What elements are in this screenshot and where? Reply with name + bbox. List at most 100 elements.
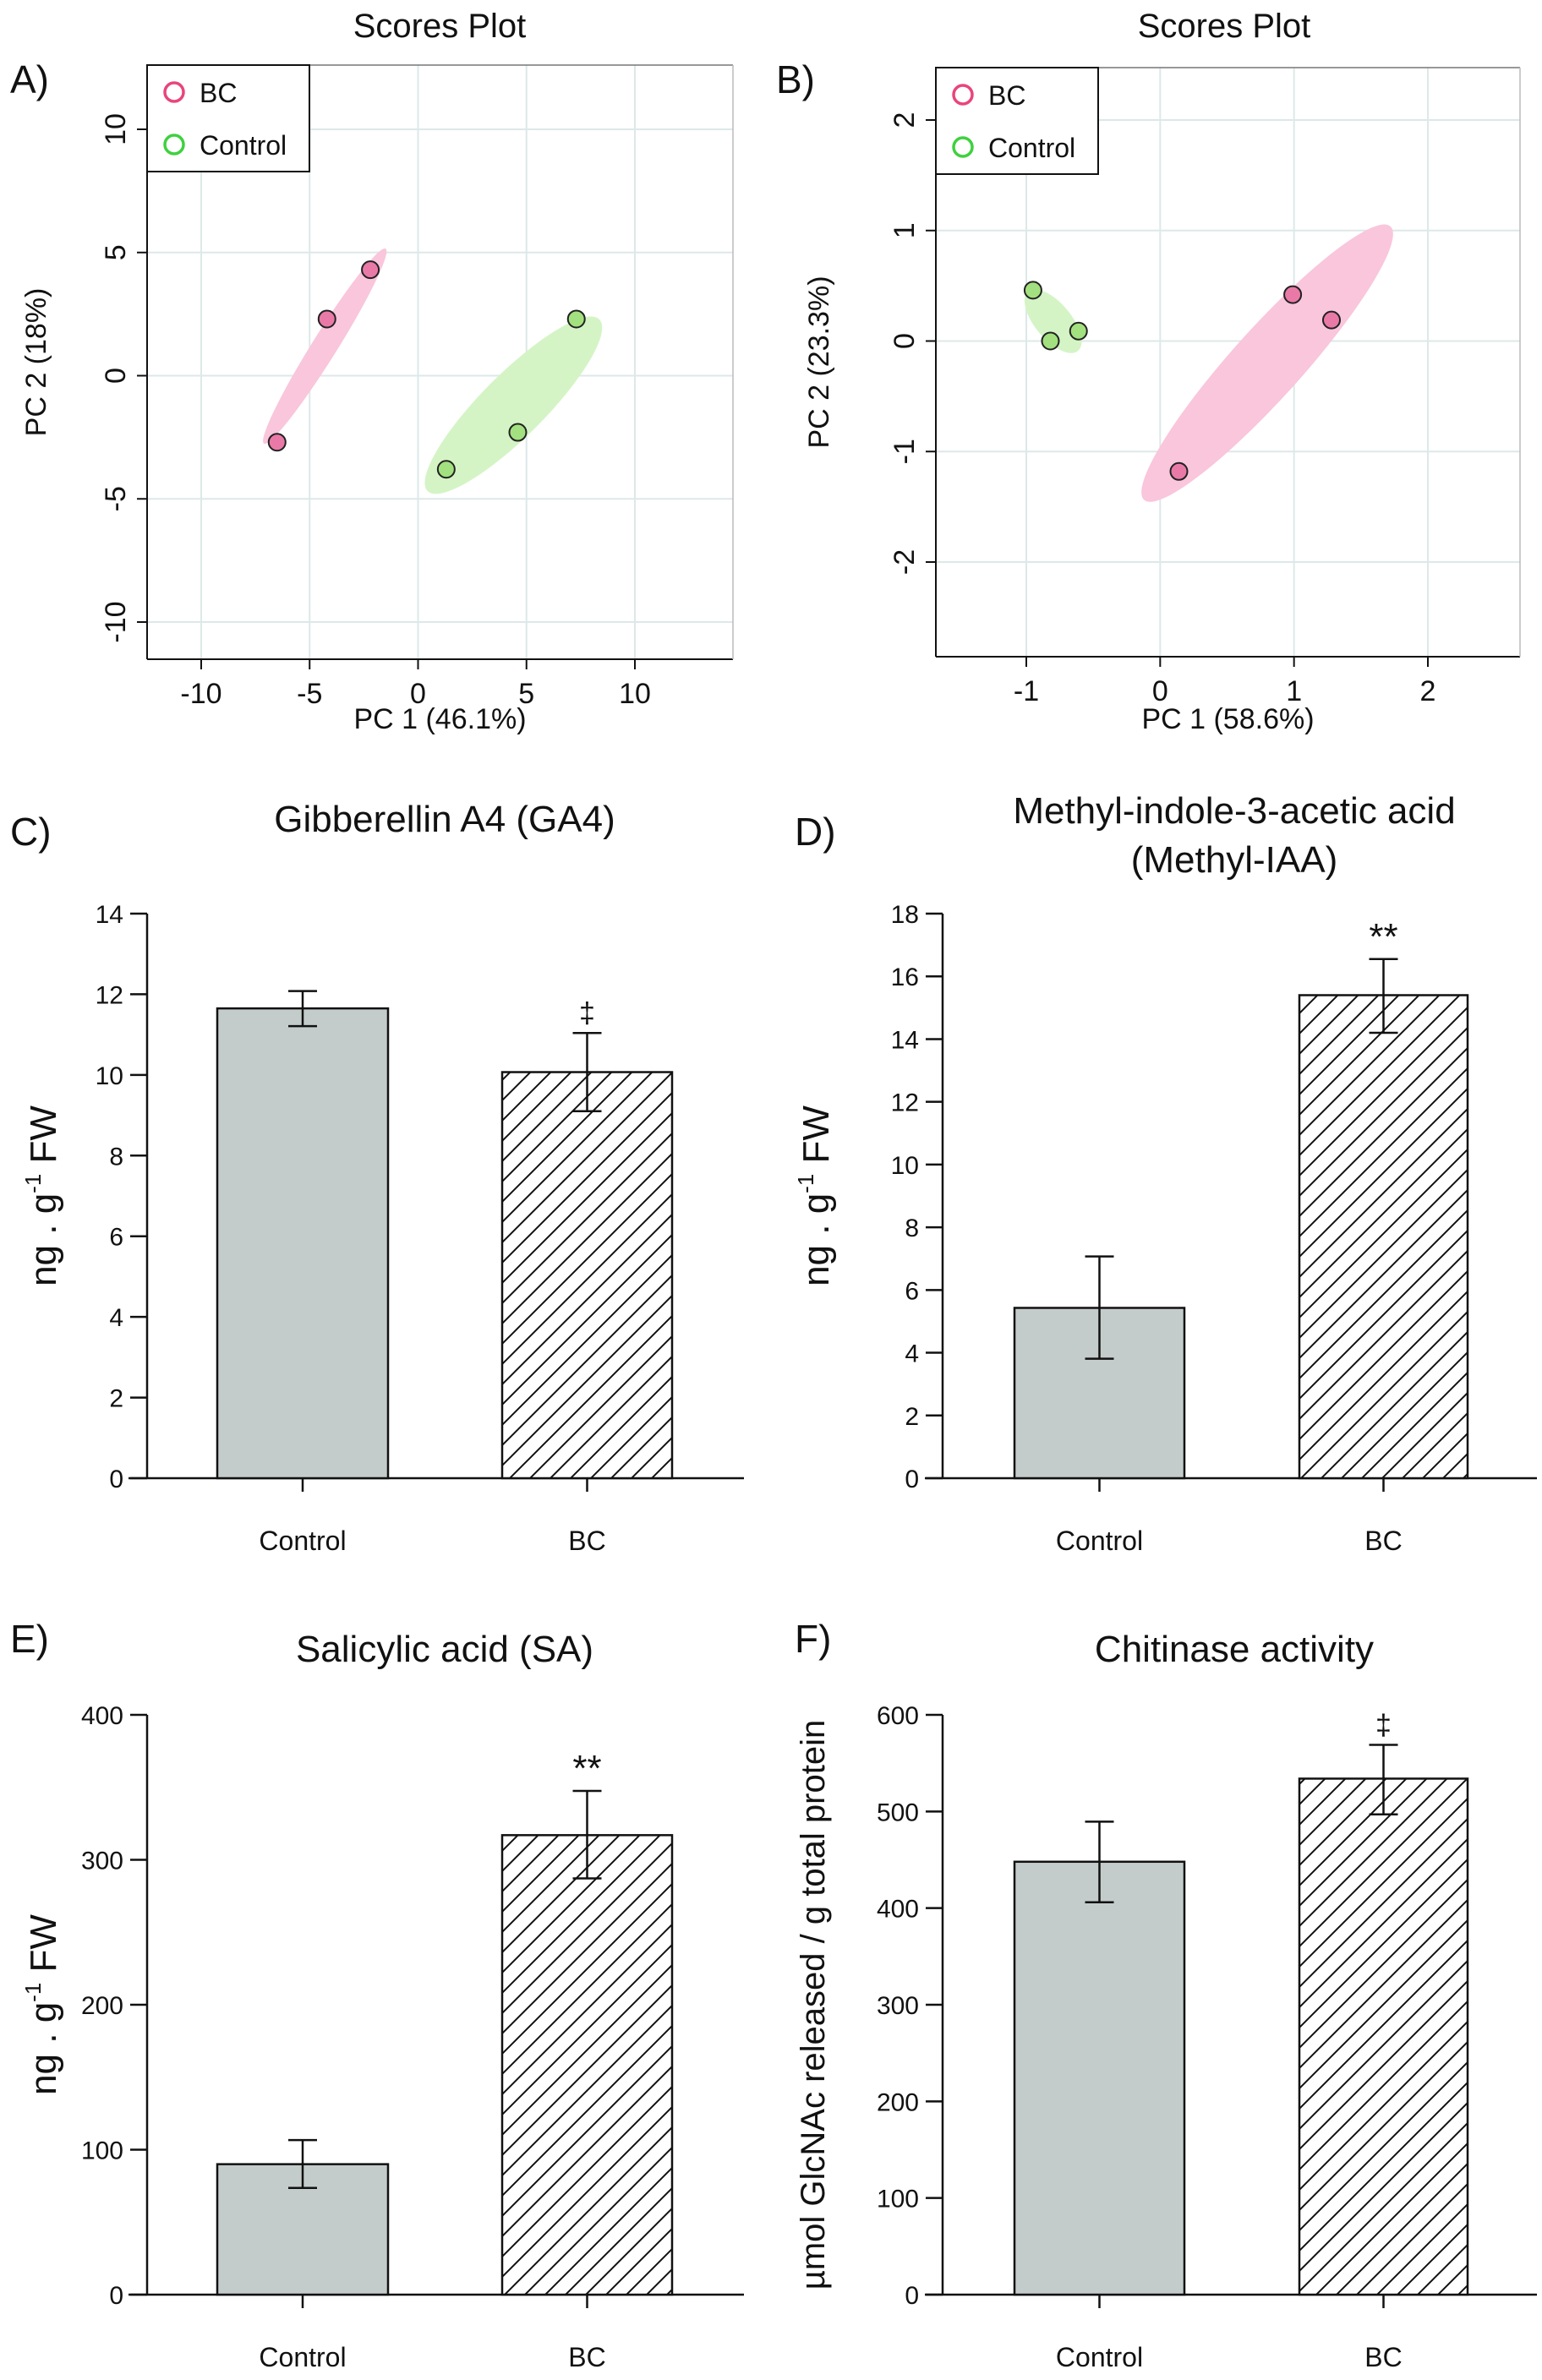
bar-control [216,1007,390,1480]
legend: BC Control [935,67,1099,175]
x-tick-label: Control [1056,1526,1143,1556]
panel-label: C) [10,810,52,854]
data-point-bc [267,433,287,452]
chart-title: Salicylic acid (SA) [296,1629,593,1670]
y-axis-label: ng . g-1 FW [20,1914,64,2095]
legend-label: BC [200,78,237,108]
y-tick-label: 500 [877,1799,919,1826]
x-axis-label: PC 1 (46.1%) [353,703,526,735]
chart-title: Scores Plot [1138,8,1311,45]
panel-label: D) [795,810,836,854]
y-axis-label: PC 2 (18%) [20,288,52,437]
y-tick-label: -5 [100,486,132,511]
legend-label: Control [988,133,1075,163]
y-tick-label: -2 [889,549,921,575]
y-axis-label: PC 2 (23.3%) [803,276,835,448]
x-tick-label: -1 [1014,675,1039,707]
y-tick-label: 14 [891,1026,919,1054]
y-tick-label: 0 [109,1466,123,1493]
y-tick-label: 8 [109,1143,123,1171]
data-point-control [1069,321,1088,341]
x-tick-label: BC [568,2342,605,2372]
y-tick-label: 400 [877,1896,919,1924]
significance-marker: ‡ [579,997,595,1029]
x-tick-label: BC [1364,2342,1402,2372]
significance-marker: ‡ [1375,1709,1392,1741]
x-tick-label: Control [259,1526,346,1556]
legend-marker-bc [952,84,974,106]
legend-label: BC [988,80,1025,111]
bar-bc [500,1834,674,2296]
data-point-control [1023,281,1042,300]
y-tick-label: 6 [905,1277,919,1305]
y-tick-label: -10 [100,601,132,642]
y-tick-label: 10 [891,1152,919,1180]
x-tick-label: 5 [518,678,534,710]
significance-marker: ** [1369,916,1397,958]
bar-chart-panel-d: D) Methyl-indole-3-acetic acid (Methyl-IAA… [793,790,1537,1556]
ellipses [1024,224,1393,502]
legend: BC Control [146,64,310,172]
x-tick-label: 2 [1420,675,1436,707]
y-tick-label: 200 [877,2088,919,2116]
y-tick-label: 12 [891,1089,919,1117]
y-tick-label: 100 [81,2137,123,2165]
y-tick-label: 2 [905,1403,919,1431]
y-axis-label: ng . g-1 FW [20,1105,64,1286]
bar-bc [1298,994,1469,1480]
panel-label: F) [795,1617,831,1661]
data-point-control [436,460,456,479]
y-axis-label: µmol GlcNAc released / g total protein [795,1720,832,2290]
x-tick-label: 0 [1152,675,1168,707]
y-axis-label-group: µmol GlcNAc released / g total protein [795,1720,832,2290]
data-point-control [566,309,586,329]
x-tick-label: -10 [180,678,221,710]
y-tick-label: 18 [891,901,919,929]
x-tick-label: 1 [1286,675,1302,707]
x-tick-label: Control [259,2342,346,2372]
y-tick-label: 5 [100,244,132,260]
y-tick-label: 12 [96,981,123,1009]
bar-chart-panel-c: C) Gibberellin A4 (GA4) 0 2 4 6 8 10 12 14 ng . g-… [10,799,744,1556]
data-point-control [1041,331,1060,351]
bar-control [1013,1860,1186,2296]
y-tick-label: 4 [109,1304,123,1332]
x-tick-label: 10 [619,678,651,710]
y-tick-label: 16 [891,963,919,991]
x-tick-label: Control [1056,2342,1143,2372]
y-axis-label-group: ng . g-1 FW [793,1105,837,1286]
y-tick-label: 14 [96,901,123,929]
chart-title: Methyl-indole-3-acetic acid [1013,790,1455,832]
x-tick-label: BC [568,1526,605,1556]
y-axis-label-group: ng . g-1 FW [20,1914,64,2095]
bar-chart-panel-e: E) Salicylic acid (SA) 0 100 200 300 400 ng . g… [10,1617,744,2372]
panel-label: B) [776,57,815,101]
x-tick-label: 0 [410,678,426,710]
ellipses [263,248,603,494]
y-tick-label: 10 [96,1062,123,1090]
data-point-bc [1322,310,1341,330]
y-tick-label: 6 [109,1224,123,1252]
bar-chart-panel-f: F) Chitinase activity 0 100 200 300 400 500 600 µ… [795,1617,1537,2372]
y-tick-label: 10 [100,113,132,145]
y-tick-label: 200 [81,1992,123,2020]
chart-title: Chitinase activity [1095,1629,1374,1670]
x-axis-label: PC 1 (58.6%) [1141,703,1314,735]
y-tick-label: -1 [889,439,921,464]
y-tick-label: 0 [905,2282,919,2310]
confidence-ellipse-bc [1141,224,1393,502]
panel-label: E) [10,1617,49,1661]
y-tick-label: 0 [889,333,921,349]
data-point-bc [361,260,380,280]
chart-title-line-2: (Methyl-IAA) [1131,839,1337,881]
significance-marker: ** [572,1748,601,1789]
data-point-bc [1283,285,1303,304]
y-tick-label: 1 [889,222,921,238]
scores-plot-panel-b: B) Scores Plot -1 0 1 2 -2 -1 0 1 2 PC 1 (58.6%) PC … [776,8,1521,735]
confidence-ellipse-control [1024,289,1082,353]
y-tick-label: 300 [877,1992,919,2020]
data-point-bc [1169,461,1189,481]
confidence-ellipse-bc [263,248,387,445]
y-tick-label: 100 [877,2186,919,2214]
